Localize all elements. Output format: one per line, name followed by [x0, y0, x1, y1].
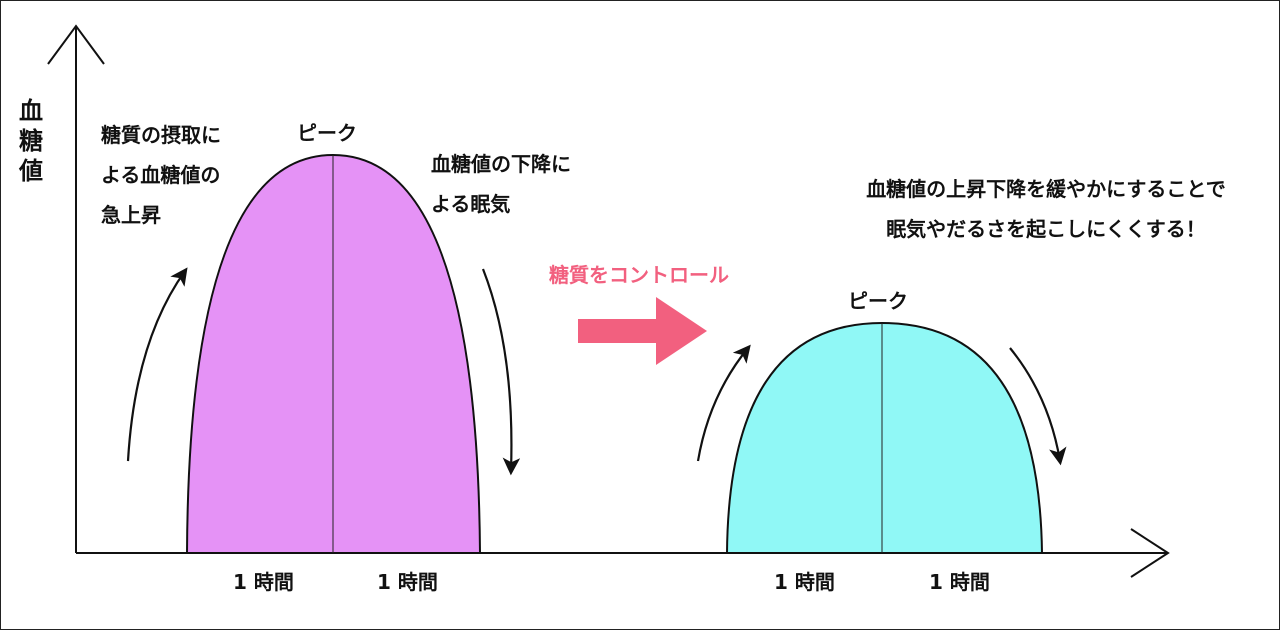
fall-arrow-after-icon	[1009, 347, 1067, 466]
peak-label-after: ピーク	[848, 289, 908, 313]
control-arrow-icon	[578, 297, 707, 365]
y-axis-arrow-icon	[47, 24, 105, 65]
fall-explanation: 血糖値の下降に よる眠気	[431, 152, 571, 216]
x-axis-arrow-icon	[1130, 528, 1170, 578]
fall-arrow-icon	[481, 268, 521, 476]
blood-sugar-curve-after	[725, 321, 1044, 554]
time-label-after-right: 1 時間	[929, 570, 990, 594]
time-label-after-left: 1 時間	[774, 570, 835, 594]
peak-label-before: ピーク	[297, 121, 357, 145]
time-label-before-right: 1 時間	[377, 570, 438, 594]
rise-arrow-icon	[126, 267, 188, 462]
rise-explanation: 糖質の摂取に よる血糖値の 急上昇	[101, 123, 221, 227]
after-message: 血糖値の上昇下降を緩やかにすることで 眠気やだるさを起こしにくくする！	[866, 177, 1226, 241]
control-label: 糖質をコントロール	[549, 263, 729, 287]
y-axis-label: 血糖値	[19, 97, 43, 185]
time-label-before-left: 1 時間	[233, 570, 294, 594]
rise-arrow-after-icon	[696, 344, 751, 462]
